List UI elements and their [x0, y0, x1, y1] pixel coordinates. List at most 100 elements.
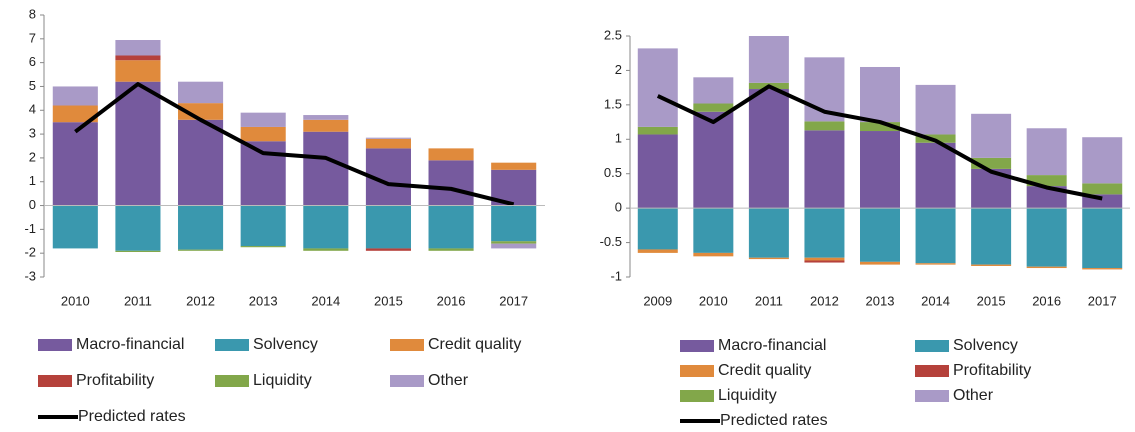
- x-tick-label: 2012: [810, 293, 839, 308]
- bar-segment: [303, 205, 349, 249]
- bar-segment: [428, 148, 474, 161]
- legend-swatch: [215, 339, 249, 351]
- bar-segment: [804, 121, 845, 131]
- x-tick-label: 2017: [499, 293, 528, 308]
- bar-segment: [748, 89, 789, 209]
- bar-segment: [971, 157, 1012, 169]
- bar-segment: [637, 48, 678, 127]
- bar-segment: [748, 257, 789, 260]
- y-tick-label: 2.5: [604, 27, 622, 42]
- legend-swatch: [680, 340, 714, 352]
- bar-segment: [491, 241, 537, 244]
- legend-label: Macro-financial: [76, 336, 184, 353]
- legend-swatch: [680, 390, 714, 402]
- bar-segment: [860, 122, 900, 132]
- bar-segment: [115, 205, 161, 251]
- x-tick-label: 2017: [1088, 293, 1117, 308]
- bar-segment: [178, 81, 224, 104]
- x-tick-label: 2013: [866, 293, 895, 308]
- y-tick-label: 2: [615, 62, 622, 77]
- bar-segment: [52, 205, 98, 249]
- legend-label: Other: [953, 387, 994, 404]
- legend-label: Macro-financial: [718, 337, 826, 354]
- y-tick-label: -3: [24, 268, 36, 283]
- bar-segment: [365, 137, 411, 139]
- x-tick-label: 2011: [755, 293, 783, 308]
- bar-segment: [971, 113, 1012, 158]
- y-tick-label: 4: [29, 102, 36, 117]
- bar-segment: [748, 36, 789, 83]
- legend-swatch: [215, 375, 249, 387]
- legend-swatch: [390, 339, 424, 351]
- bar-segment: [637, 249, 678, 253]
- bar-segment: [428, 160, 474, 206]
- x-tick-label: 2010: [699, 293, 728, 308]
- bar-segment: [693, 208, 734, 253]
- legend-label: Profitability: [76, 372, 154, 389]
- x-tick-label: 2009: [643, 293, 672, 308]
- bar-segment: [693, 77, 734, 104]
- y-tick-label: -2: [24, 245, 36, 260]
- bar-segment: [1026, 175, 1067, 187]
- bar-segment: [52, 105, 98, 123]
- bar-segment: [115, 81, 161, 206]
- bar-segment: [1026, 208, 1067, 267]
- bar-segment: [303, 115, 349, 120]
- x-tick-label: 2014: [311, 293, 340, 308]
- bar-segment: [52, 122, 98, 206]
- legend-label: Liquidity: [718, 387, 777, 404]
- legend-swatch: [38, 375, 72, 387]
- bar-segment: [693, 111, 734, 209]
- bar-segment: [240, 246, 286, 248]
- y-tick-label: -0.5: [600, 234, 622, 249]
- bar-segment: [1026, 266, 1067, 269]
- legend-swatch: [915, 365, 949, 377]
- bar-segment: [115, 60, 161, 82]
- bar-segment: [240, 112, 286, 127]
- bar-segment: [637, 134, 678, 209]
- bar-segment: [1082, 183, 1123, 195]
- x-tick-label: 2015: [977, 293, 1006, 308]
- predicted-line: [656, 84, 1103, 201]
- predicted-line: [74, 82, 515, 207]
- y-tick-label: 2: [29, 149, 36, 164]
- bar-segment: [637, 208, 678, 250]
- legend-label: Solvency: [253, 336, 318, 353]
- y-tick-label: 5: [29, 78, 36, 93]
- y-tick-label: 8: [29, 6, 36, 21]
- x-tick-label: 2010: [61, 293, 90, 308]
- bar-segment: [971, 264, 1012, 266]
- bar-segment: [693, 252, 734, 257]
- legend-label: Liquidity: [253, 372, 312, 389]
- bar-segment: [115, 250, 161, 252]
- bar-segment: [860, 208, 900, 262]
- bar-segment: [860, 261, 900, 265]
- bar-segment: [1026, 128, 1067, 176]
- legend-label: Profitability: [953, 362, 1031, 379]
- bar-segment: [303, 131, 349, 206]
- bar-segment: [915, 263, 956, 265]
- legend-label: Solvency: [953, 337, 1018, 354]
- legend-label: Predicted rates: [720, 412, 828, 429]
- bar-segment: [804, 257, 845, 261]
- bar-segment: [491, 205, 537, 242]
- bar-segment: [428, 248, 474, 251]
- bar-segment: [748, 208, 789, 258]
- y-tick-label: 0: [29, 197, 36, 212]
- x-tick-label: 2016: [437, 293, 466, 308]
- bar-segment: [860, 131, 900, 209]
- y-tick-label: 1.5: [604, 96, 622, 111]
- y-tick-label: 6: [29, 54, 36, 69]
- legend-swatch: [680, 365, 714, 377]
- y-tick-label: -1: [24, 221, 36, 236]
- bar-segment: [1082, 137, 1123, 184]
- bar-segment: [178, 119, 224, 206]
- x-tick-label: 2012: [186, 293, 215, 308]
- bar-segment: [303, 248, 349, 251]
- legend-swatch: [390, 375, 424, 387]
- bar-segment: [1026, 186, 1067, 209]
- bar-segment: [428, 205, 474, 249]
- legend-label: Other: [428, 372, 469, 389]
- bar-segment: [971, 208, 1012, 265]
